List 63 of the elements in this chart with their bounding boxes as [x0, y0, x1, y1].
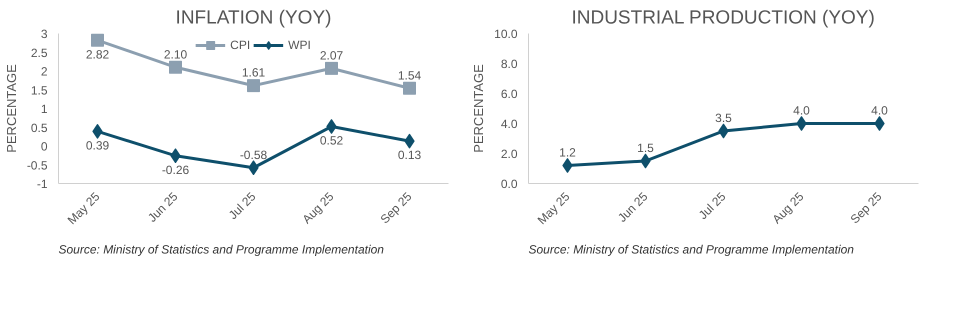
legend-label: WPI — [288, 38, 311, 52]
data-label: 1.61 — [242, 66, 266, 80]
chart-title: INDUSTRIAL PRODUCTION (YOY) — [571, 8, 875, 28]
source-note: Source: Ministry of Statistics and Programme Implementation — [58, 242, 384, 256]
data-label: 4.0 — [871, 104, 888, 118]
data-label: 2.10 — [164, 47, 188, 62]
y-tick-label: 3 — [40, 27, 48, 41]
point — [169, 60, 182, 74]
data-label: 3.5 — [715, 111, 732, 125]
data-label: 0.39 — [86, 138, 110, 152]
x-tick-label: Jul 25 — [696, 189, 729, 222]
point — [248, 160, 259, 176]
point — [562, 158, 573, 173]
y-tick-label: 1 — [40, 102, 48, 116]
point — [170, 148, 181, 164]
legend-label: CPI — [230, 38, 250, 52]
data-label: 0.52 — [320, 134, 344, 148]
x-tick-label: Aug 25 — [300, 189, 337, 226]
point — [326, 119, 337, 134]
data-label: 1.54 — [398, 68, 422, 82]
x-tick-label: Aug 25 — [770, 189, 807, 226]
x-tick-label: Sep 25 — [848, 189, 885, 226]
y-tick-label: 0.0 — [500, 177, 518, 191]
data-label: -0.26 — [162, 162, 190, 177]
y-tick-label: 10.0 — [494, 27, 518, 41]
y-tick-label: 1.5 — [30, 83, 48, 98]
x-tick-label: May 25 — [534, 189, 573, 228]
y-tick-label: 4.0 — [500, 117, 518, 131]
y-tick-label: 0 — [40, 140, 48, 154]
data-label: 0.13 — [398, 148, 422, 162]
data-label: 2.82 — [86, 47, 110, 62]
y-axis-title: PERCENTAGE — [4, 64, 19, 153]
y-tick-label: 2 — [40, 64, 48, 78]
x-tick-label: May 25 — [64, 189, 103, 228]
point — [92, 124, 103, 139]
y-tick-label: 6.0 — [500, 87, 518, 101]
point — [247, 79, 260, 92]
y-tick-label: 0.5 — [30, 120, 48, 135]
data-label: 2.07 — [320, 48, 344, 62]
y-tick-label: 2.0 — [500, 147, 518, 161]
x-tick-label: Jul 25 — [226, 189, 259, 222]
data-label: 1.5 — [637, 141, 654, 155]
x-tick-label: Jun 25 — [615, 189, 651, 225]
y-tick-label: 2.5 — [30, 46, 48, 60]
point — [874, 116, 885, 131]
data-label: 1.2 — [559, 146, 576, 160]
data-label: -0.58 — [240, 148, 268, 162]
point — [325, 62, 338, 75]
y-axis-title: PERCENTAGE — [471, 64, 486, 153]
point — [640, 154, 651, 168]
point — [404, 134, 415, 149]
data-label: 4.0 — [793, 104, 810, 118]
point — [403, 82, 416, 95]
y-tick-label: -0.5 — [26, 158, 48, 172]
point — [91, 34, 104, 47]
y-tick-label: 8.0 — [500, 57, 518, 71]
point — [718, 124, 729, 138]
x-tick-label: Sep 25 — [378, 189, 415, 226]
y-tick-label: -1 — [36, 177, 48, 191]
x-tick-label: Jun 25 — [145, 189, 181, 225]
chart-title: INFLATION (YOY) — [176, 8, 332, 28]
source-note: Source: Ministry of Statistics and Programme Implementation — [528, 242, 854, 256]
point — [796, 116, 807, 131]
